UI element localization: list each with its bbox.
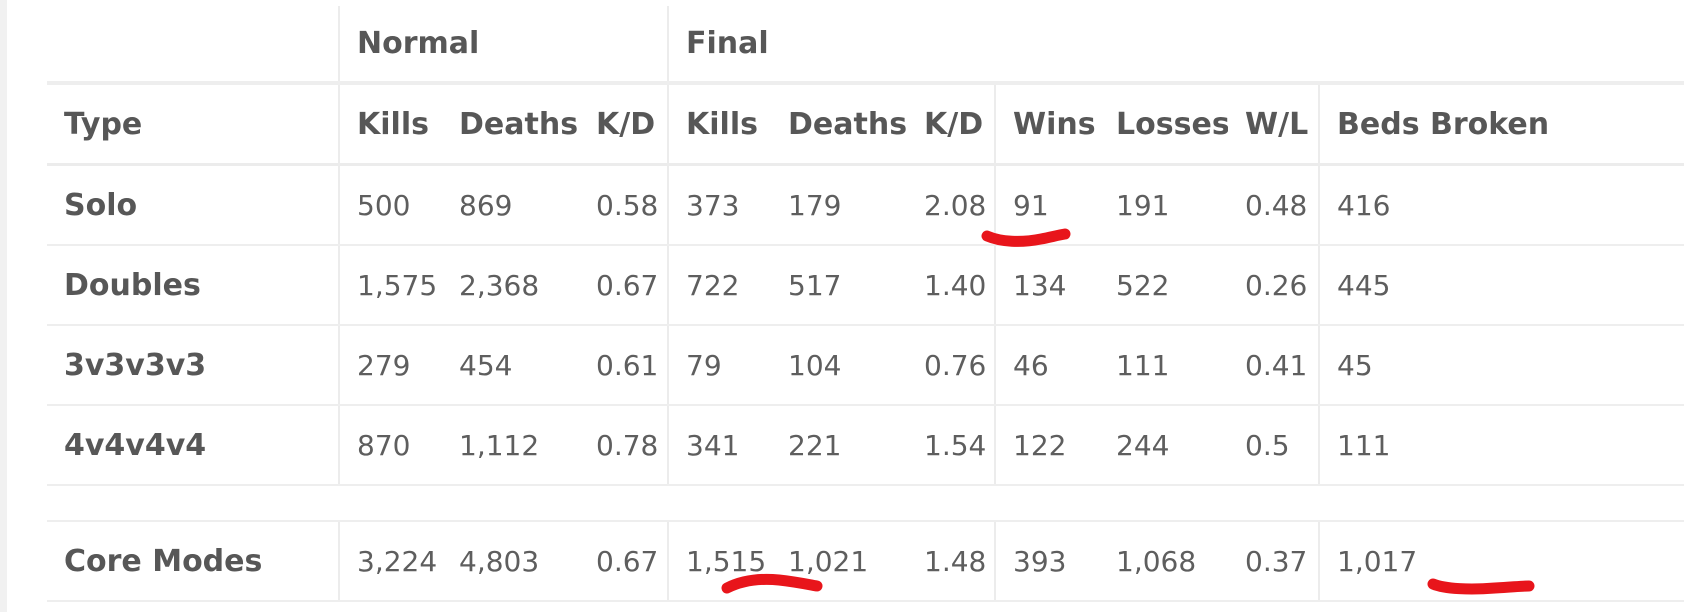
column-header-wins: Wins [994,83,1100,166]
column-header-row: Type Kills Deaths K/D Kills Deaths K/D W… [47,83,1684,166]
column-header-type: Type [47,83,339,166]
spacer-cell [47,485,1684,522]
cell-wl: 0.41 [1228,325,1320,406]
cell-wins: 122 [994,405,1100,486]
total-row: Core Modes 3,224 4,803 0.67 1,515 1,021 … [47,521,1684,602]
cell-wl: 0.37 [1228,521,1320,602]
column-header-losses: Losses [1099,83,1229,166]
row-type: 4v4v4v4 [47,405,339,486]
cell-final-deaths: 1,021 [771,521,908,602]
cell-normal-kd: 0.61 [579,325,669,406]
column-header-final-kd: K/D [907,83,996,166]
cell-wl: 0.5 [1228,405,1320,486]
cell-beds-broken: 45 [1318,325,1684,406]
cell-final-kills: 373 [667,164,772,246]
cell-wl: 0.48 [1228,164,1320,246]
column-header-normal-kd: K/D [579,83,669,166]
column-header-beds-broken: Beds Broken [1318,83,1684,166]
cell-beds-broken: 111 [1318,405,1684,486]
cell-wl: 0.26 [1228,245,1320,326]
cell-final-kd: 2.08 [907,164,996,246]
cell-normal-deaths: 4,803 [442,521,579,602]
cell-normal-kd: 0.58 [579,164,669,246]
cell-final-kills: 1,515 [667,521,772,602]
cell-losses: 191 [1099,164,1229,246]
group-header-normal: Normal [337,6,669,85]
group-header-row: Normal Final [47,6,1684,85]
group-header-final: Final [667,6,1684,85]
cell-losses: 111 [1099,325,1229,406]
cell-final-kd: 1.54 [907,405,996,486]
cell-wins: 134 [994,245,1100,326]
cell-normal-deaths: 1,112 [442,405,579,486]
cell-wins: 46 [994,325,1100,406]
cell-normal-kd: 0.78 [579,405,669,486]
row-type: Core Modes [47,521,339,602]
cell-normal-kills: 1,575 [338,245,442,326]
cell-losses: 1,068 [1099,521,1229,602]
cell-wins: 91 [994,164,1100,246]
cell-final-kd: 1.40 [907,245,996,326]
cell-final-kills: 79 [667,325,772,406]
cell-losses: 244 [1099,405,1229,486]
table-row: Solo 500 869 0.58 373 179 2.08 91 191 0.… [47,164,1684,246]
table-row: 3v3v3v3 279 454 0.61 79 104 0.76 46 111 … [47,325,1684,406]
column-header-wl: W/L [1228,83,1320,166]
cell-wins: 393 [994,521,1100,602]
column-header-final-deaths: Deaths [771,83,908,166]
cell-normal-deaths: 2,368 [442,245,579,326]
row-type: Doubles [47,245,339,326]
cell-normal-kills: 870 [338,405,442,486]
cell-final-kd: 0.76 [907,325,996,406]
cell-final-deaths: 179 [771,164,908,246]
stats-table: Normal Final Type Kills Deaths K/D Kills… [47,6,1684,602]
table-row: Doubles 1,575 2,368 0.67 722 517 1.40 13… [47,245,1684,326]
cell-normal-kd: 0.67 [579,245,669,326]
cell-final-kd: 1.48 [907,521,996,602]
cell-losses: 522 [1099,245,1229,326]
column-header-normal-deaths: Deaths [442,83,579,166]
column-header-normal-kills: Kills [338,83,442,166]
cell-beds-broken: 1,017 [1318,521,1684,602]
cell-final-deaths: 517 [771,245,908,326]
cell-final-deaths: 104 [771,325,908,406]
table-row: 4v4v4v4 870 1,112 0.78 341 221 1.54 122 … [47,405,1684,486]
spacer-row [47,485,1684,522]
row-type: 3v3v3v3 [47,325,339,406]
cell-normal-kills: 3,224 [338,521,442,602]
cell-normal-kd: 0.67 [579,521,669,602]
row-type: Solo [47,164,339,246]
cell-beds-broken: 416 [1318,164,1684,246]
column-header-final-kills: Kills [667,83,772,166]
cell-normal-kills: 500 [338,164,442,246]
cell-normal-deaths: 869 [442,164,579,246]
group-header-blank [47,6,339,85]
cell-final-deaths: 221 [771,405,908,486]
cell-normal-kills: 279 [338,325,442,406]
cell-normal-deaths: 454 [442,325,579,406]
cell-final-kills: 722 [667,245,772,326]
cell-final-kills: 341 [667,405,772,486]
cell-beds-broken: 445 [1318,245,1684,326]
